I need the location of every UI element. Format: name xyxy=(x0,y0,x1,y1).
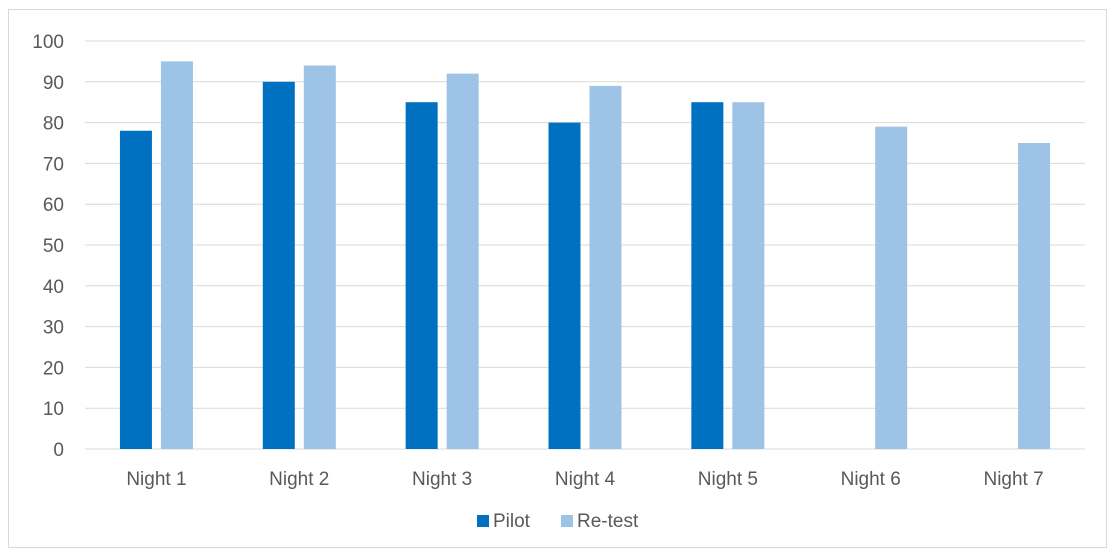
y-tick-label: 40 xyxy=(43,277,64,298)
bar-re-test-night-1 xyxy=(160,61,193,450)
gridlines xyxy=(85,40,1085,450)
bars xyxy=(119,61,1051,450)
bar-re-test-night-6 xyxy=(875,126,908,450)
bar-re-test-night-2 xyxy=(303,65,336,449)
x-tick-label: Night 5 xyxy=(698,469,758,490)
x-tick-label: Night 3 xyxy=(412,469,472,490)
bar-pilot-night-2 xyxy=(262,81,295,450)
y-tick-label: 100 xyxy=(32,32,64,53)
y-tick-label: 50 xyxy=(43,236,64,257)
x-tick-label: Night 7 xyxy=(983,469,1043,490)
bar-re-test-night-3 xyxy=(446,73,479,449)
bar-pilot-night-4 xyxy=(548,122,581,449)
legend-swatch xyxy=(561,515,573,527)
y-tick-label: 30 xyxy=(43,318,64,339)
legend-swatch xyxy=(477,515,489,527)
bar-pilot-night-5 xyxy=(691,102,724,449)
bar-re-test-night-4 xyxy=(589,85,622,449)
legend-label: Pilot xyxy=(493,511,531,532)
legend: Pilot Re-test xyxy=(477,511,639,532)
bar-re-test-night-5 xyxy=(732,102,765,449)
y-tick-label: 90 xyxy=(43,73,64,94)
x-tick-label: Night 6 xyxy=(841,469,901,490)
y-tick-label: 70 xyxy=(43,154,64,175)
y-tick-label: 20 xyxy=(43,358,64,379)
y-tick-label: 60 xyxy=(43,195,64,216)
y-tick-label: 0 xyxy=(53,440,64,461)
bar-pilot-night-1 xyxy=(119,130,152,449)
legend-label: Re-test xyxy=(577,511,639,532)
x-tick-label: Night 4 xyxy=(555,469,616,490)
y-axis-ticks: 0 10 20 30 40 50 60 70 80 90 100 xyxy=(32,32,64,461)
y-tick-label: 80 xyxy=(43,114,64,135)
x-axis-ticks: Night 1 Night 2 Night 3 Night 4 Night 5 Night… xyxy=(126,469,1043,490)
x-tick-label: Night 1 xyxy=(126,469,186,490)
bar-re-test-night-7 xyxy=(1018,143,1051,449)
x-tick-label: Night 2 xyxy=(269,469,329,490)
bar-pilot-night-3 xyxy=(405,102,438,449)
y-tick-label: 10 xyxy=(43,399,64,420)
